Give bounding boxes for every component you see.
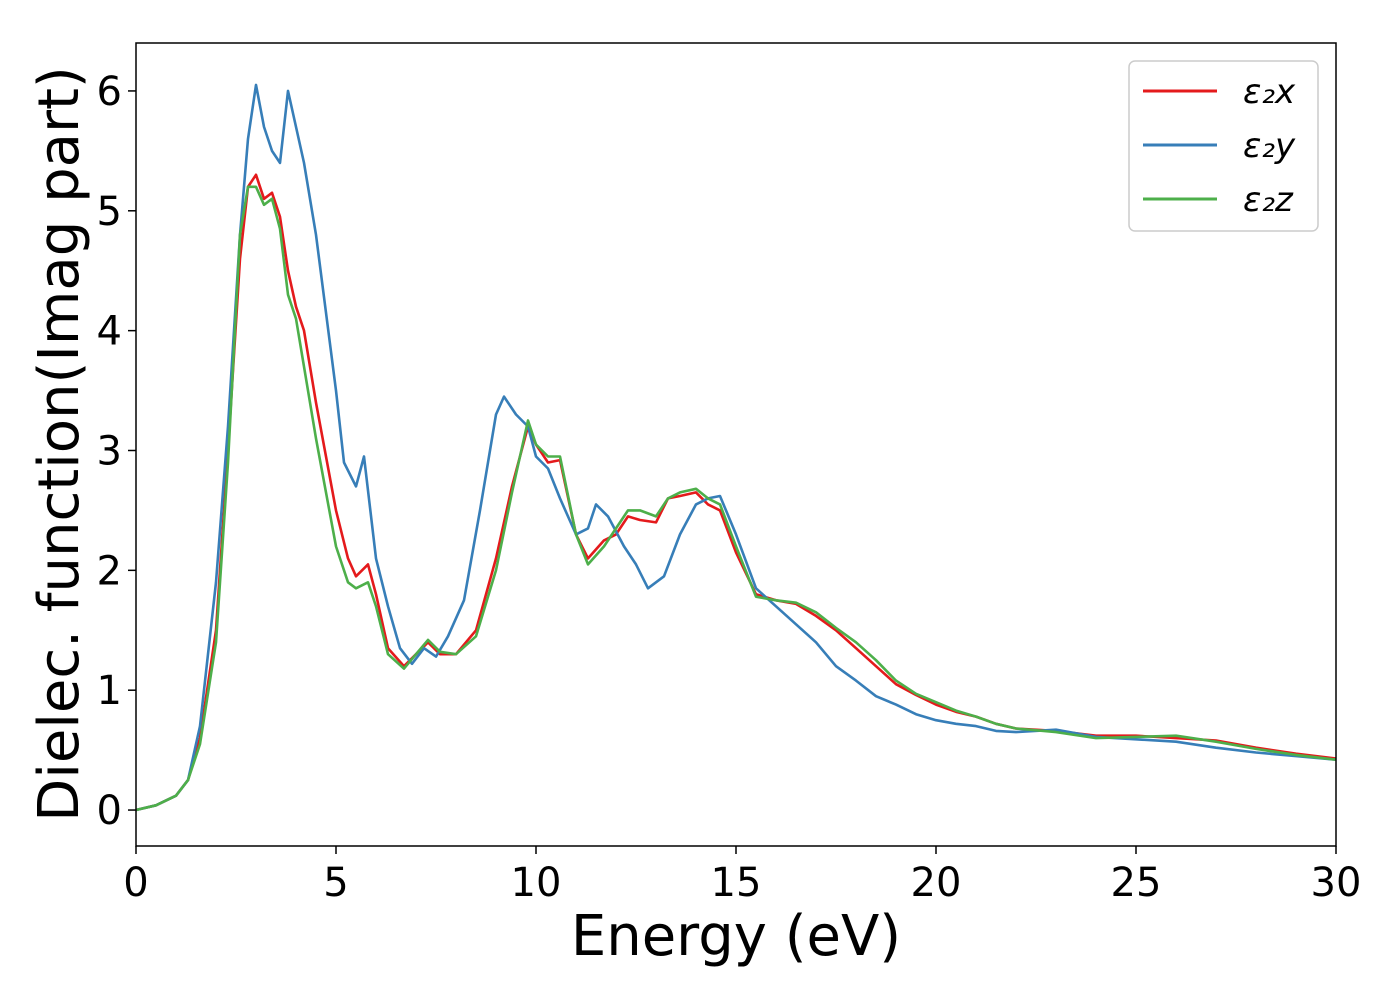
x-tick-label: 0	[123, 860, 148, 906]
x-tick-label: 25	[1111, 860, 1162, 906]
x-tick-label: 20	[911, 860, 962, 906]
legend-label-3: ε₂z	[1243, 180, 1294, 220]
legend: ε₂x ε₂y ε₂z	[1128, 60, 1319, 232]
series-line-3	[135, 185, 1337, 812]
y-axis-title: Dielec. function(Imag part)	[27, 66, 92, 822]
y-tick-label: 5	[97, 189, 122, 235]
y-tick-label: 6	[97, 69, 122, 115]
x-axis-title: Energy (eV)	[571, 904, 901, 969]
y-tick-label: 4	[97, 309, 122, 355]
y-tick-label: 0	[97, 788, 122, 834]
series-line-2	[135, 83, 1337, 812]
series-line-1	[135, 173, 1337, 812]
y-tick-label: 2	[97, 548, 122, 594]
x-tick-label: 15	[711, 860, 762, 906]
legend-box	[1128, 60, 1319, 232]
plot-frame	[135, 42, 1337, 847]
legend-label-2: ε₂y	[1243, 126, 1296, 166]
ticks-layer: 0 5 10 15 20 25 30 0 1 2 3 4 5 6	[97, 69, 1362, 906]
x-tick-label: 5	[323, 860, 348, 906]
series-layer	[135, 83, 1337, 812]
x-tick-label: 30	[1311, 860, 1362, 906]
legend-label-1: ε₂x	[1243, 72, 1296, 112]
x-tick-label: 10	[511, 860, 562, 906]
y-tick-label: 3	[97, 428, 122, 474]
y-tick-label: 1	[97, 668, 122, 714]
